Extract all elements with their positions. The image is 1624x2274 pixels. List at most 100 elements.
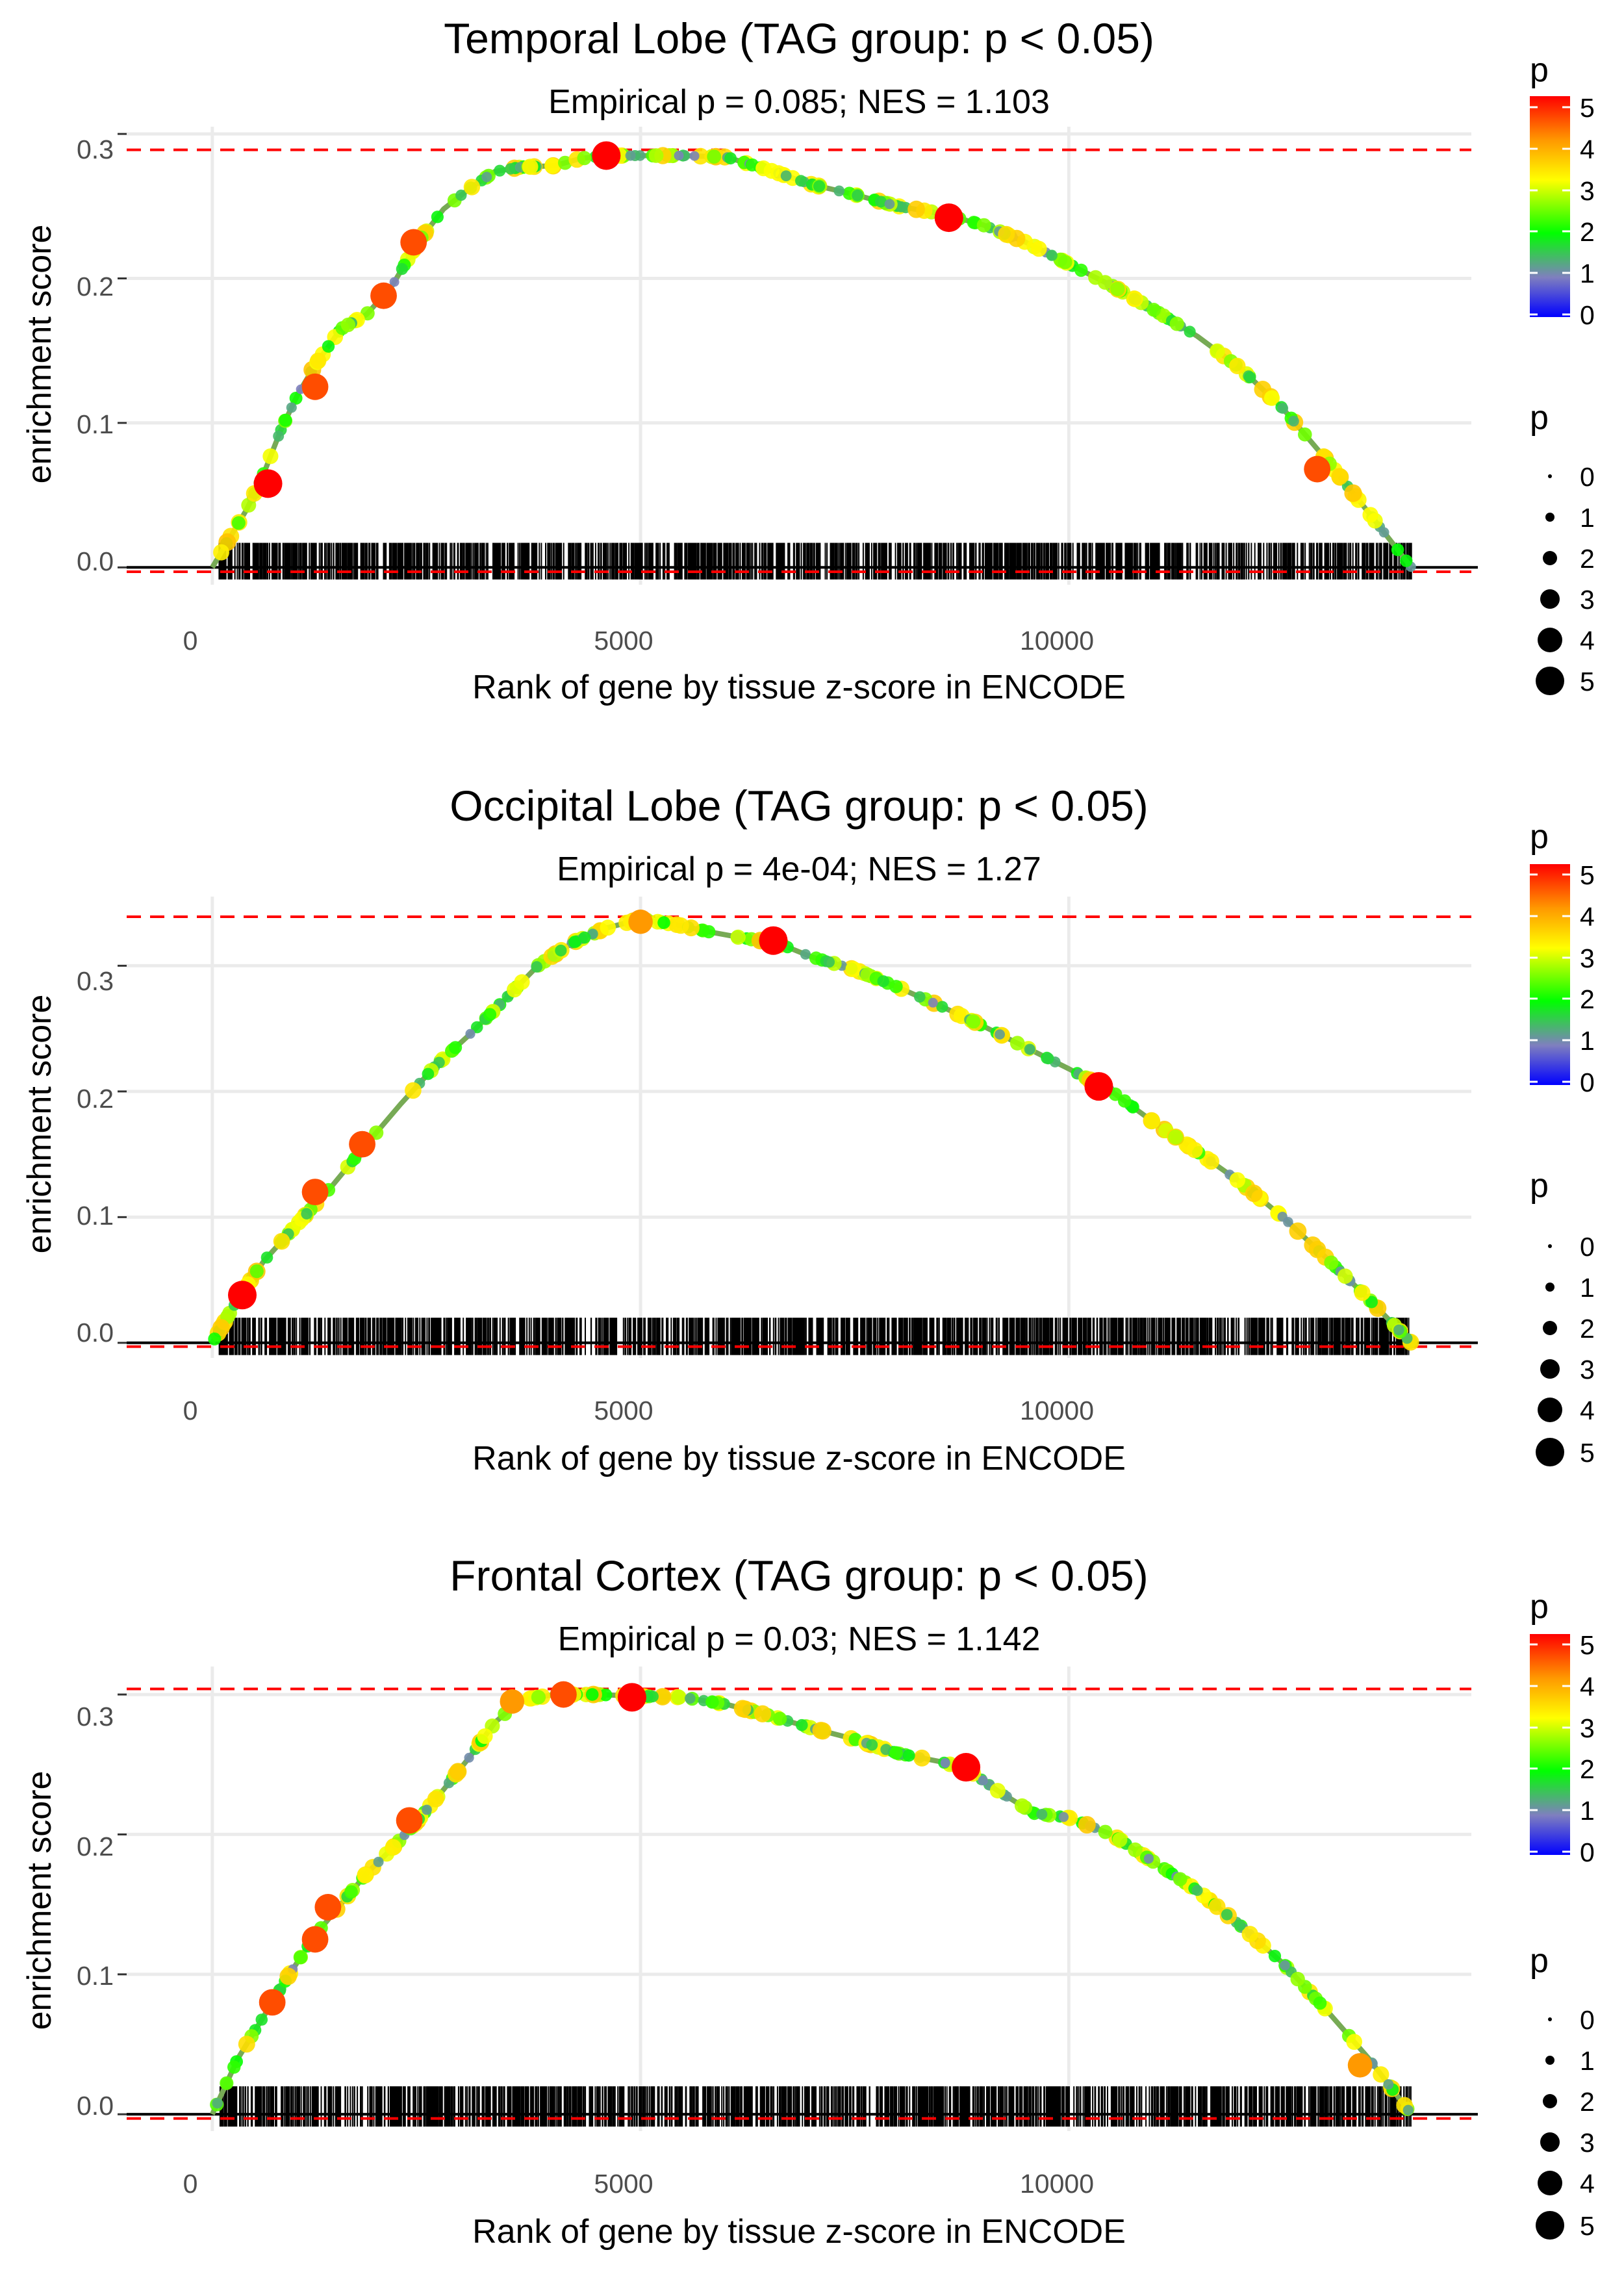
gene-point [914,991,926,1003]
gene-point [1221,1909,1233,1921]
x-tick-label: 0 [183,1396,198,1425]
size-key [1536,2211,1564,2240]
x-axis-title: Rank of gene by tissue z-score in ENCODE [472,2213,1126,2251]
gene-point [1344,484,1362,502]
gene-point [220,2076,234,2090]
colorbar [1530,96,1570,317]
y-axis-title: enrichment score [21,995,58,1254]
gene-point [674,151,684,160]
x-tick-label: 5000 [594,1396,653,1425]
gene-point [1277,1212,1288,1222]
gene-point [1229,1172,1246,1188]
gene-point [1143,1112,1160,1129]
gene-point [1191,1885,1203,1897]
gene-point [494,164,506,177]
gene-point [1289,1222,1307,1240]
highlight-point [314,1894,342,1921]
gene-point [1263,390,1280,406]
gene-point [1365,1296,1378,1309]
colorbar-label: 5 [1580,1630,1595,1660]
gene-point [1280,1960,1290,1971]
colorbar-label: 1 [1580,259,1595,288]
gene-point [249,1264,264,1279]
gene-point [212,1319,230,1336]
gene-point [1110,281,1125,296]
colorbar-label: 1 [1580,1796,1595,1826]
gene-point [1362,507,1378,523]
gene-point [273,430,285,442]
chart-subtitle: Empirical p = 0.03; NES = 1.142 [558,1620,1041,1658]
colorbar-label: 0 [1580,1067,1595,1097]
size-label: 2 [1580,1314,1595,1344]
y-axis-title: enrichment score [21,1771,58,2030]
gene-point [1391,543,1404,556]
chart-panel-temporal-lobe: Temporal Lobe (TAG group: p < 0.05) Empi… [21,14,1478,706]
gene-point [795,175,807,187]
size-label: 0 [1580,462,1595,492]
y-tick-label: 0.3 [77,134,114,164]
gene-point [344,1885,358,1899]
gene-point [1331,468,1349,485]
gene-point [1202,1153,1219,1170]
gene-point [685,1693,696,1704]
gene-point [689,151,700,161]
chart-title: Frontal Cortex (TAG group: p < 0.05) [450,1552,1148,1600]
gene-point [260,1251,273,1264]
gene-point [212,2097,223,2109]
chart-title: Temporal Lobe (TAG group: p < 0.05) [444,14,1154,62]
gene-point [1210,343,1225,359]
gene-point [1313,1996,1327,2010]
size-label: 3 [1580,2128,1595,2158]
gene-point [1098,1824,1113,1839]
size-key [1545,513,1554,522]
gene-point [301,1208,312,1220]
x-axis-title: Rank of gene by tissue z-score in ENCODE [472,1440,1126,1477]
size-key [1548,474,1552,478]
gene-rug [219,2086,1412,2127]
highlight-point [1347,2052,1373,2078]
colorbar-title: p [1530,1588,1549,1626]
gene-point [555,944,567,957]
gene-point [1074,263,1088,277]
gene-point [940,1758,950,1768]
gene-point [625,150,636,161]
size-label: 2 [1580,544,1595,574]
gene-point [405,1082,422,1099]
y-tick-label: 0.0 [77,2091,114,2121]
gene-point [1169,316,1184,331]
gene-point [1112,1832,1128,1848]
gene-point [231,516,246,530]
highlight-point [301,1179,329,1206]
gene-rug [218,1318,1410,1355]
gene-point [1338,1268,1353,1284]
size-key [1545,1283,1554,1292]
colorbar [1530,1634,1570,1855]
highlight-point [370,282,397,309]
y-tick-label: 0.1 [77,409,114,439]
gene-point [422,1067,435,1080]
gene-point [648,148,664,163]
size-label: 5 [1580,667,1595,696]
highlight-point [1304,455,1331,483]
size-label: 5 [1580,2211,1595,2241]
gene-point [1298,427,1312,442]
colorbar-label: 4 [1580,1672,1595,1702]
y-tick-label: 0.2 [77,272,114,301]
size-label: 4 [1580,626,1595,656]
gene-point [1097,275,1113,290]
size-key [1545,2056,1554,2065]
y-tick-label: 0.1 [77,1961,114,1991]
gene-point [522,159,539,175]
x-tick-label: 10000 [1020,626,1094,656]
gene-point [889,1746,903,1760]
size-key [1536,1438,1564,1466]
gene-point [874,196,887,208]
highlight-point [400,229,427,256]
gene-point [763,162,780,179]
gene-point [1147,303,1161,317]
highlight-point [934,203,963,233]
size-label: 3 [1580,585,1595,615]
gene-point [1402,2104,1414,2115]
gene-point [884,199,895,209]
